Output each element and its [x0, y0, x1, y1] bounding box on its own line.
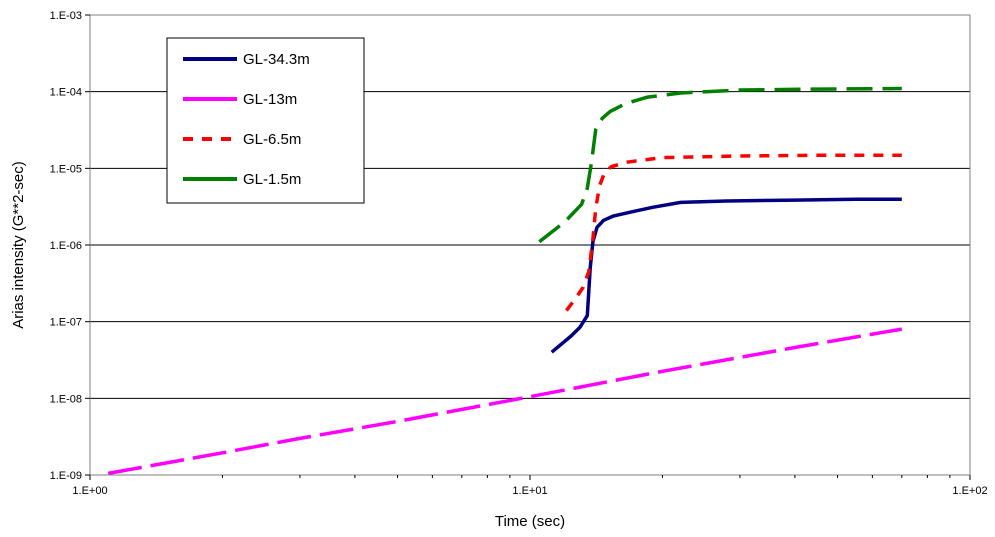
x-tick-label: 1.E+01	[512, 485, 547, 497]
y-tick-label: 1.E-08	[50, 393, 82, 405]
x-axis-title: Time (sec)	[495, 513, 565, 530]
y-tick-label: 1.E-07	[50, 317, 82, 329]
y-tick-label: 1.E-03	[50, 10, 82, 22]
y-tick-label: 1.E-06	[50, 240, 82, 252]
series-line-gl-1-5m	[538, 86, 902, 244]
legend: GL-34.3m GL-13m GL-6.5m GL-1.5m	[166, 37, 365, 204]
y-tick-label: 1.E-04	[50, 87, 82, 99]
y-axis-title: Arias intensity (G**2-sec)	[10, 161, 27, 329]
legend-label: GL-6.5m	[243, 131, 301, 148]
series-line-gl-13m	[107, 327, 903, 476]
x-tick-label: 1.E+02	[952, 485, 987, 497]
legend-label: GL-1.5m	[243, 171, 301, 188]
series-line-gl-34-3m	[550, 197, 902, 354]
legend-label: GL-13m	[243, 91, 297, 108]
series-lines	[107, 86, 903, 476]
axis-ticks: 1.E-03 1.E-04 1.E-05 1.E-06 1.E-07 1.E-08 1.E-…	[50, 10, 988, 497]
y-tick-label: 1.E-05	[50, 163, 82, 175]
series-line-gl-6-5m	[565, 153, 902, 312]
y-tick-label: 1.E-09	[50, 470, 82, 482]
legend-box	[166, 37, 365, 204]
x-tick-label: 1.E+00	[72, 485, 107, 497]
legend-label: GL-34.3m	[243, 51, 310, 68]
